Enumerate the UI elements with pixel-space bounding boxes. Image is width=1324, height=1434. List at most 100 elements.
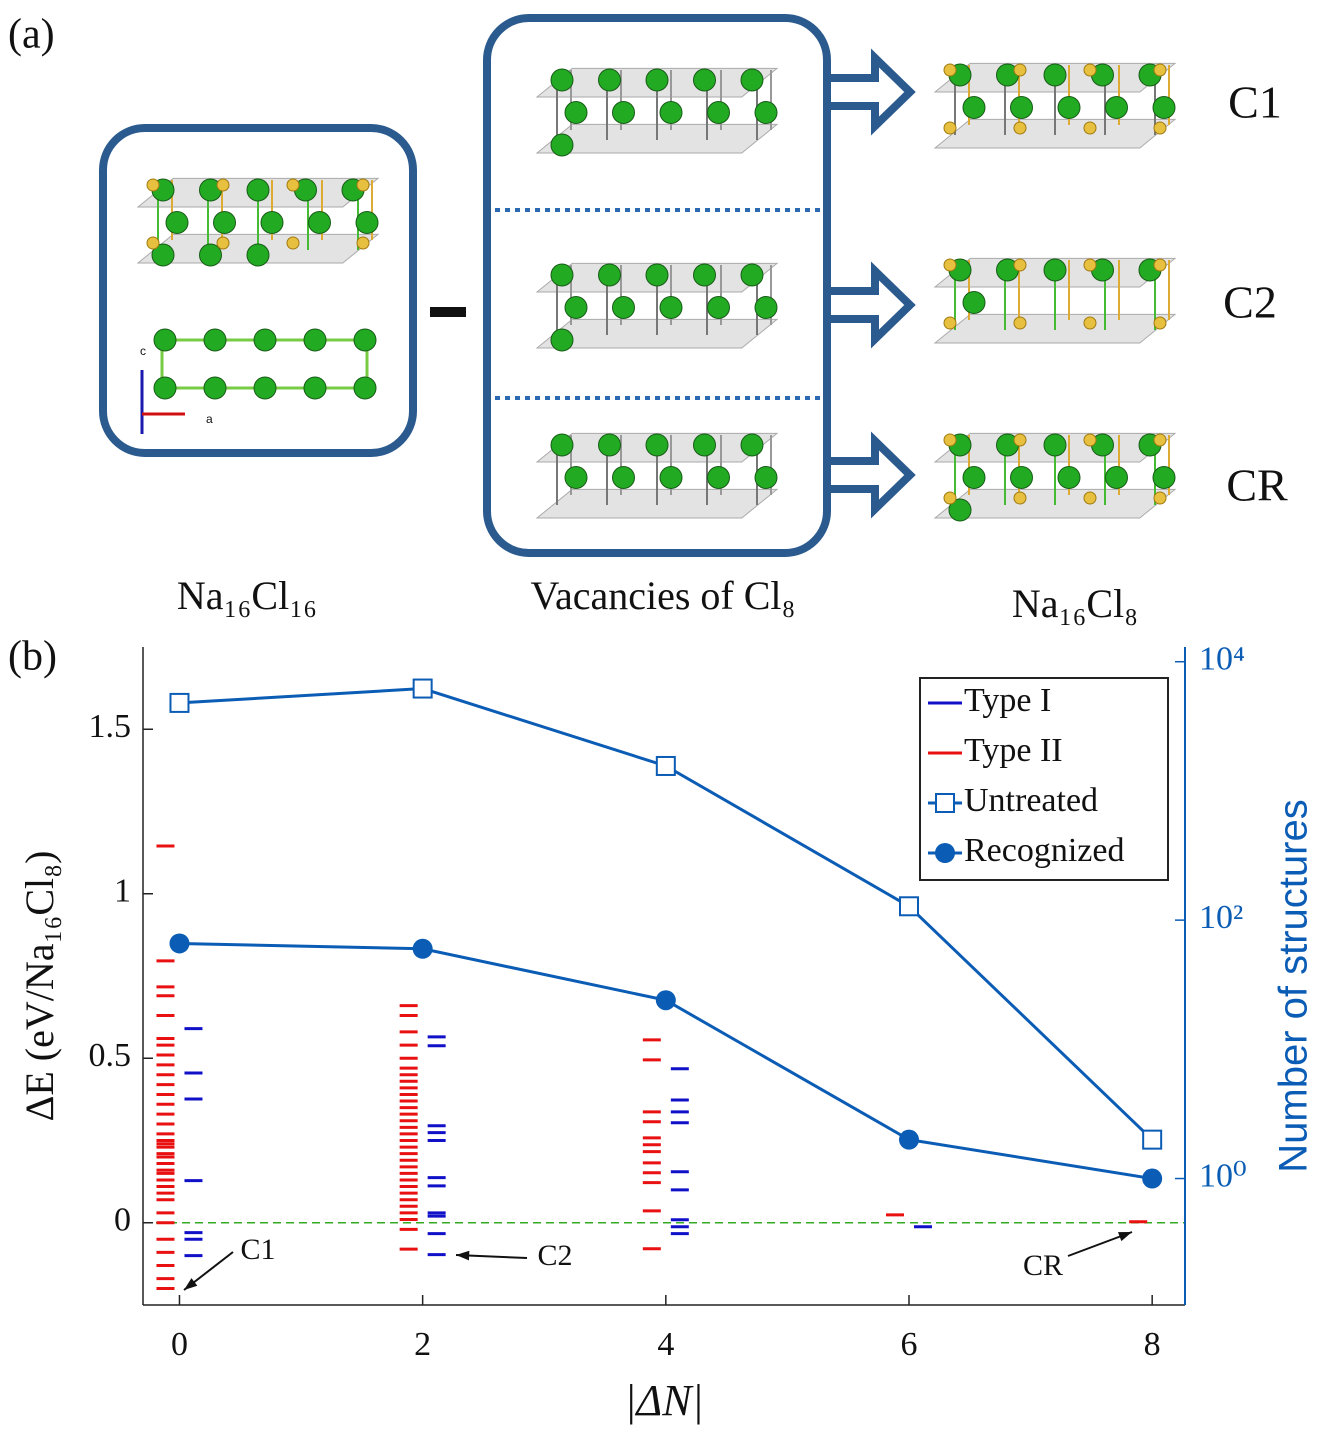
atom	[353, 376, 377, 400]
atom	[612, 466, 635, 489]
x-tick-label: 4	[657, 1326, 674, 1363]
crystal	[136, 177, 380, 267]
atom	[962, 466, 986, 489]
atom	[1043, 258, 1067, 282]
annotation: C1	[240, 1233, 275, 1266]
minus-sign	[430, 307, 466, 317]
y2-axis-label: Number of structures	[1272, 799, 1316, 1172]
atom	[151, 243, 175, 267]
crystal	[933, 432, 1177, 522]
atom	[355, 211, 379, 234]
annotation-arrowhead	[1118, 1232, 1132, 1242]
product-label: CR	[1226, 460, 1288, 511]
atom	[740, 433, 764, 457]
atom	[203, 328, 227, 352]
legend-label: Type I	[964, 682, 1051, 719]
panel-label: (b)	[8, 634, 57, 680]
legend-marker	[935, 793, 955, 813]
atom	[707, 101, 730, 124]
product-label: C2	[1223, 277, 1277, 328]
x-tick-label: 6	[900, 1326, 917, 1363]
y-tick-label: 0	[114, 1202, 131, 1239]
atom	[356, 178, 370, 192]
atom	[303, 376, 327, 400]
legend-label: Untreated	[964, 782, 1098, 819]
atom	[943, 316, 957, 330]
atom	[943, 63, 957, 77]
atom	[1043, 63, 1067, 87]
atom	[693, 263, 716, 287]
atom	[1153, 258, 1167, 272]
atom	[754, 466, 778, 489]
atom	[740, 68, 764, 92]
atom	[1152, 96, 1176, 119]
atom	[645, 68, 669, 92]
x-tick-label: 0	[171, 1326, 188, 1363]
atom	[550, 133, 574, 157]
atom	[659, 466, 683, 489]
atom	[308, 211, 331, 234]
atom	[153, 328, 177, 352]
atom	[246, 243, 270, 267]
atom	[353, 328, 377, 352]
atom	[1010, 96, 1033, 119]
x-tick-label: 2	[414, 1326, 431, 1363]
atom	[1013, 63, 1027, 77]
atom	[598, 433, 621, 457]
arrows	[830, 48, 916, 519]
atom	[1013, 121, 1027, 135]
atom	[260, 211, 284, 234]
annotation: CR	[1023, 1249, 1063, 1282]
atom	[598, 263, 621, 287]
atom	[659, 296, 683, 319]
atom	[1013, 258, 1027, 272]
panel-a: (a) C1 C2 CR Na₁₆Cl₁₆ Vacancies of Cl₈ N…	[8, 12, 1288, 627]
marker	[1142, 1168, 1163, 1189]
annotation-arrowhead	[456, 1250, 470, 1261]
y2-tick-label: 10²	[1199, 899, 1243, 936]
marker	[412, 678, 433, 699]
y-tick-label: 1.5	[89, 708, 132, 745]
y2-tick-label: 10⁴	[1199, 641, 1245, 678]
atom	[203, 376, 227, 400]
marker	[169, 692, 190, 713]
atom	[1152, 466, 1176, 489]
arrow	[830, 261, 916, 349]
panel-b: (b) 0 2 4 6 8 0 0.5 1 1.5 10⁰ 10² 10⁴ |ΔN| ΔE (eV/Na₁₆…	[8, 634, 1316, 1425]
atom	[1083, 433, 1097, 447]
atom	[564, 101, 588, 124]
atom	[1013, 491, 1027, 505]
atom	[612, 296, 635, 319]
atom	[1153, 433, 1167, 447]
atom	[1083, 121, 1097, 135]
atom	[216, 236, 230, 250]
y2-tick-label: 10⁰	[1199, 1157, 1247, 1194]
atom	[645, 433, 669, 457]
atom	[707, 296, 730, 319]
arrow	[830, 431, 916, 519]
atom	[659, 101, 683, 124]
atom	[146, 236, 160, 250]
marker	[898, 1129, 919, 1150]
legend-box	[919, 677, 1169, 881]
annotation-arrowhead	[184, 1278, 198, 1290]
crystal	[535, 67, 779, 157]
marker	[169, 933, 190, 954]
atom	[943, 491, 957, 505]
atom	[754, 101, 778, 124]
atom	[1013, 433, 1027, 447]
atom	[1153, 121, 1167, 135]
y-axis-label: ΔE (eV/Na₁₆Cl₈)	[17, 851, 62, 1122]
crystal	[535, 432, 779, 519]
atom	[612, 101, 635, 124]
atom	[1083, 491, 1097, 505]
atom	[550, 263, 574, 287]
marker	[655, 755, 676, 776]
atom	[1105, 96, 1128, 119]
atom	[948, 498, 972, 522]
frame	[99, 124, 417, 457]
atom	[199, 243, 222, 267]
frame	[483, 14, 831, 557]
atom	[1010, 466, 1033, 489]
